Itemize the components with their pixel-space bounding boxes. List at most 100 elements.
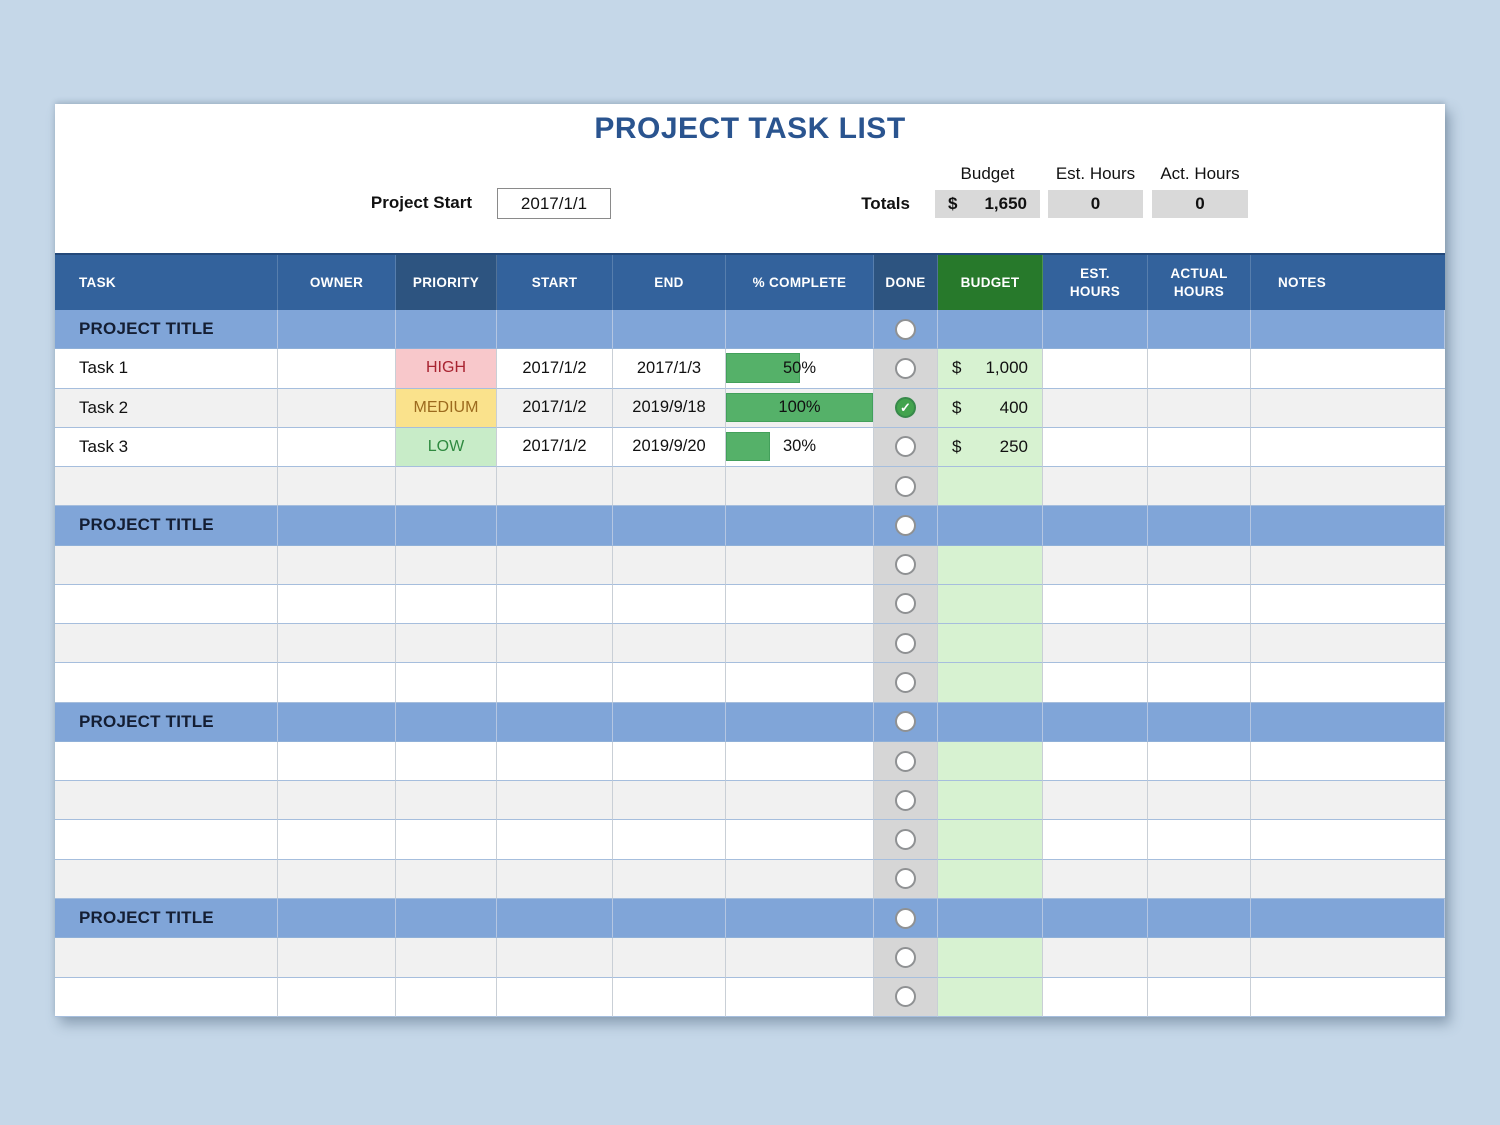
owner-cell[interactable] — [278, 467, 396, 507]
notes-cell[interactable] — [1251, 742, 1445, 782]
complete-cell[interactable] — [726, 859, 874, 899]
est-cell[interactable] — [1043, 820, 1148, 860]
priority-cell[interactable] — [396, 545, 497, 585]
est-cell[interactable] — [1043, 859, 1148, 899]
task-name-cell[interactable]: Task 3 — [55, 427, 278, 468]
budget-cell[interactable] — [938, 938, 1043, 978]
task-cell[interactable] — [55, 938, 278, 978]
task-cell[interactable] — [55, 545, 278, 585]
priority-cell[interactable] — [396, 859, 497, 899]
owner-cell[interactable] — [278, 820, 396, 860]
actual-cell[interactable] — [1148, 506, 1251, 546]
actual-cell[interactable] — [1148, 349, 1251, 389]
task-name-cell[interactable]: Task 2 — [55, 388, 278, 428]
task-cell[interactable] — [55, 977, 278, 1017]
notes-cell[interactable] — [1251, 389, 1445, 428]
owner-cell[interactable] — [278, 898, 396, 939]
start-cell[interactable] — [497, 820, 613, 860]
est-cell[interactable] — [1043, 938, 1148, 978]
end-cell[interactable] — [613, 663, 726, 703]
start-cell[interactable] — [497, 584, 613, 625]
owner-cell[interactable] — [278, 506, 396, 546]
notes-cell[interactable] — [1251, 585, 1445, 625]
actual-cell[interactable] — [1148, 545, 1251, 585]
priority-cell[interactable] — [396, 624, 497, 664]
complete-cell[interactable] — [726, 898, 874, 939]
done-cell[interactable] — [874, 702, 938, 742]
end-cell[interactable] — [613, 898, 726, 939]
complete-cell[interactable] — [726, 506, 874, 546]
est-cell[interactable] — [1043, 506, 1148, 546]
priority-cell[interactable] — [396, 506, 497, 546]
owner-cell[interactable] — [278, 938, 396, 978]
done-radio-icon[interactable] — [895, 514, 916, 536]
start-cell[interactable]: 2017/1/2 — [497, 388, 613, 428]
end-cell[interactable] — [613, 741, 726, 782]
task-cell[interactable] — [55, 467, 278, 507]
owner-cell[interactable] — [278, 781, 396, 821]
end-cell[interactable] — [613, 624, 726, 664]
complete-cell[interactable]: 100% — [726, 388, 874, 428]
actual-cell[interactable] — [1148, 427, 1251, 468]
project-start-input[interactable] — [497, 188, 611, 219]
complete-cell[interactable] — [726, 938, 874, 978]
done-cell[interactable] — [874, 506, 938, 546]
est-cell[interactable] — [1043, 977, 1148, 1017]
end-cell[interactable] — [613, 820, 726, 860]
budget-cell[interactable] — [938, 467, 1043, 507]
done-cell[interactable] — [874, 427, 938, 468]
budget-cell[interactable]: $400 — [938, 388, 1043, 428]
project-title-cell[interactable]: PROJECT TITLE — [55, 310, 278, 350]
start-cell[interactable] — [497, 977, 613, 1017]
budget-cell[interactable]: $250 — [938, 427, 1043, 468]
start-cell[interactable]: 2017/1/2 — [497, 427, 613, 468]
priority-cell[interactable] — [396, 310, 497, 350]
done-cell[interactable] — [874, 898, 938, 939]
done-radio-icon[interactable] — [895, 789, 916, 811]
priority-cell[interactable] — [396, 467, 497, 507]
start-cell[interactable] — [497, 545, 613, 585]
done-cell[interactable] — [874, 349, 938, 389]
project-title-cell[interactable]: PROJECT TITLE — [55, 898, 278, 939]
done-cell[interactable] — [874, 467, 938, 507]
priority-badge[interactable]: HIGH — [396, 349, 497, 389]
done-radio-icon[interactable] — [895, 907, 916, 929]
notes-cell[interactable] — [1251, 898, 1445, 939]
done-radio-icon[interactable] — [895, 593, 916, 615]
notes-cell[interactable] — [1251, 506, 1445, 546]
start-cell[interactable]: 2017/1/2 — [497, 349, 613, 389]
task-cell[interactable] — [55, 584, 278, 625]
complete-cell[interactable] — [726, 820, 874, 860]
budget-cell[interactable] — [938, 584, 1043, 625]
done-radio-icon[interactable] — [895, 711, 916, 733]
done-cell[interactable] — [874, 741, 938, 782]
actual-cell[interactable] — [1148, 898, 1251, 939]
complete-cell[interactable] — [726, 663, 874, 703]
owner-cell[interactable] — [278, 310, 396, 350]
done-cell[interactable] — [874, 310, 938, 350]
owner-cell[interactable] — [278, 741, 396, 782]
end-cell[interactable] — [613, 859, 726, 899]
done-radio-icon[interactable] — [895, 436, 916, 458]
owner-cell[interactable] — [278, 624, 396, 664]
actual-cell[interactable] — [1148, 702, 1251, 742]
actual-cell[interactable] — [1148, 310, 1251, 350]
actual-cell[interactable] — [1148, 859, 1251, 899]
complete-cell[interactable] — [726, 310, 874, 350]
done-cell[interactable] — [874, 938, 938, 978]
actual-cell[interactable] — [1148, 584, 1251, 625]
notes-cell[interactable] — [1251, 428, 1445, 468]
done-radio-icon[interactable] — [895, 357, 916, 379]
budget-cell[interactable] — [938, 820, 1043, 860]
start-cell[interactable] — [497, 624, 613, 664]
start-cell[interactable] — [497, 859, 613, 899]
est-cell[interactable] — [1043, 702, 1148, 742]
notes-cell[interactable] — [1251, 624, 1445, 664]
done-radio-checked-icon[interactable]: ✓ — [895, 397, 916, 419]
priority-cell[interactable] — [396, 663, 497, 703]
done-radio-icon[interactable] — [895, 318, 916, 340]
complete-cell[interactable] — [726, 584, 874, 625]
end-cell[interactable] — [613, 781, 726, 821]
end-cell[interactable] — [613, 702, 726, 742]
actual-cell[interactable] — [1148, 467, 1251, 507]
